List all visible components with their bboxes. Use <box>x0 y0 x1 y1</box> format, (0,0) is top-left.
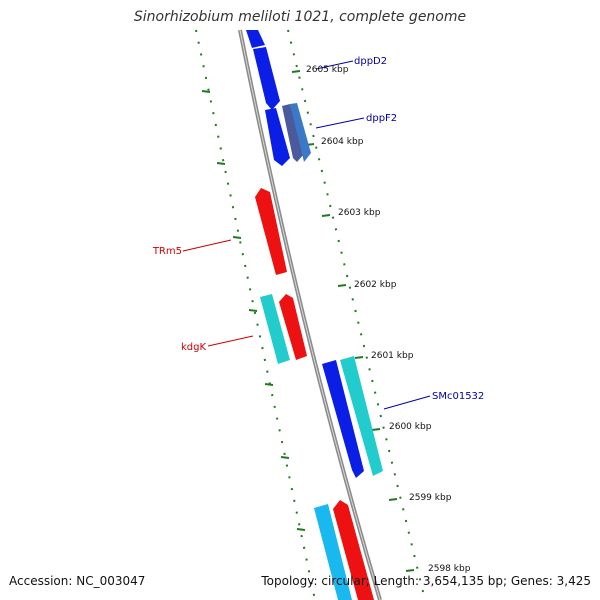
cds-steel-1 <box>290 103 311 162</box>
tick-label-2601: 2601 kbp <box>371 351 414 361</box>
cds-forward-1 <box>246 30 265 48</box>
cds-cyan-kdgk <box>260 294 290 364</box>
gene-label-trm5[interactable]: TRm5 <box>152 246 182 257</box>
cds-slate-1 <box>282 104 304 162</box>
label-connectors <box>182 60 431 410</box>
cds-reverse-kdgk <box>279 294 307 360</box>
cds-cyan-smc01532 <box>340 356 383 476</box>
map-title: Sinorhizobium meliloti 1021, complete ge… <box>133 9 467 25</box>
tick-label-2599: 2599 kbp <box>409 493 452 503</box>
tick-label-2603: 2603 kbp <box>338 208 381 218</box>
gene-label-kdgk[interactable]: kdgK <box>181 342 206 353</box>
inner-dotted-guide <box>195 29 316 600</box>
outer-tick-marks <box>291 70 415 572</box>
cds-forward-3 <box>265 108 290 166</box>
tick-label-2604: 2604 kbp <box>321 137 364 147</box>
tick-label-2600: 2600 kbp <box>389 422 432 432</box>
accession-text: Accession: NC_003047 <box>9 574 146 588</box>
genome-backbone <box>238 29 382 600</box>
inner-tick-marks <box>201 90 306 531</box>
cds-reverse-bottom <box>333 500 374 600</box>
genome-summary-text: Topology: circular; Length: 3,654,135 bp… <box>261 574 591 588</box>
outer-dotted-guide <box>287 29 426 600</box>
gene-label-dppd2[interactable]: dppD2 <box>354 56 387 67</box>
cds-reverse-trm5 <box>255 188 287 275</box>
gene-label-dppf2[interactable]: dppF2 <box>366 113 397 124</box>
cds-skyblue-bottom <box>314 504 352 600</box>
gene-label-smc01532[interactable]: SMc01532 <box>432 391 484 402</box>
tick-label-2605: 2605 kbp <box>306 65 349 75</box>
tick-label-2602: 2602 kbp <box>354 280 397 290</box>
cds-forward-2 <box>253 47 280 110</box>
gene-arrows <box>246 30 383 600</box>
tick-label-2598: 2598 kbp <box>428 564 471 574</box>
cds-forward-smc <box>322 360 364 478</box>
